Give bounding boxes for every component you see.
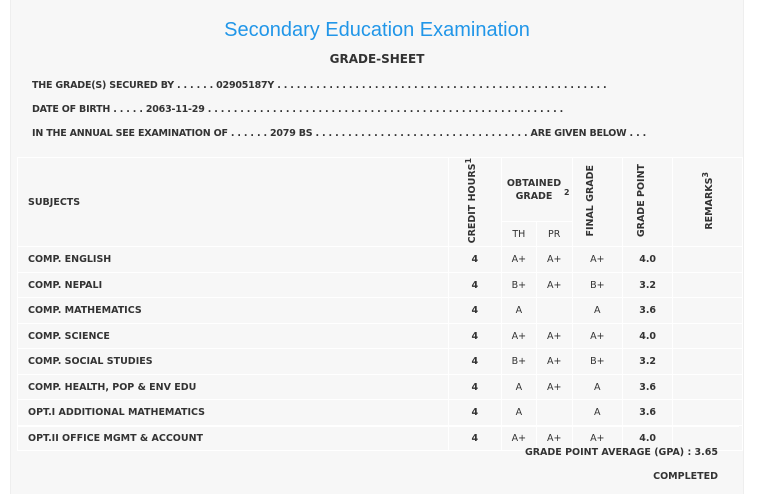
table-row: COMP. SOCIAL STUDIES 4 B+ A+ B+ 3.2 <box>17 348 743 375</box>
th-grade-cell: B+ <box>500 271 537 299</box>
final-grade-cell: B+ <box>571 348 623 375</box>
th-grade-cell: A <box>500 373 537 401</box>
gpa-text: GRADE POINT AVERAGE (GPA) : 3.65 <box>524 447 718 458</box>
col-credit-hours: CREDIT HOURS1 <box>447 156 502 248</box>
grade-point-cell: 4.0 <box>621 246 674 273</box>
status-text: COMPLETED <box>653 471 718 482</box>
table-row: COMP. HEALTH, POP & ENV EDU 4 A A+ A 3.6 <box>17 373 743 401</box>
pr-grade-cell <box>535 297 573 324</box>
final-grade-cell: A <box>571 373 623 401</box>
th-grade-cell: B+ <box>500 348 537 375</box>
credit-cell: 4 <box>447 271 502 299</box>
remarks-cell <box>672 348 743 375</box>
remarks-cell <box>672 373 743 401</box>
col-grade-point: GRADE POINT <box>621 156 674 248</box>
page-title: Secondary Education Examination <box>224 19 530 41</box>
th-grade-cell: A+ <box>500 424 537 452</box>
th-grade-cell: A <box>500 399 537 426</box>
table-row: OPT.II OFFICE MGMT & ACCOUNT 4 A+ A+ A+ 4.0 <box>17 424 743 452</box>
page-subtitle: GRADE-SHEET <box>329 52 425 66</box>
remarks-cell <box>672 322 743 350</box>
grade-sheet-panel: Secondary Education Examination GRADE-SH… <box>10 0 744 494</box>
dob-line: DATE OF BIRTH . . . . . 2063-11-29 . . .… <box>32 104 563 115</box>
th-grade-cell: A+ <box>500 246 537 273</box>
credit-cell: 4 <box>447 424 502 452</box>
subject-cell: COMP. SCIENCE <box>17 322 449 350</box>
col-obtained-grade: OBTAINED GRADE 2 <box>500 156 573 223</box>
grade-point-cell: 4.0 <box>621 424 674 452</box>
credit-cell: 4 <box>447 322 502 350</box>
remarks-cell <box>672 297 743 324</box>
grade-point-cell: 3.2 <box>621 348 674 375</box>
table-row: COMP. ENGLISH 4 A+ A+ A+ 4.0 <box>17 246 743 273</box>
subject-cell: COMP. ENGLISH <box>17 246 449 273</box>
pr-grade-cell: A+ <box>535 424 573 452</box>
remarks-cell <box>672 246 743 273</box>
pr-grade-cell: A+ <box>535 348 573 375</box>
subject-cell: COMP. HEALTH, POP & ENV EDU <box>17 373 449 401</box>
table-row: COMP. MATHEMATICS 4 A A 3.6 <box>17 297 743 324</box>
grade-point-cell: 3.6 <box>621 373 674 401</box>
col-final-grade: FINAL GRADE <box>571 156 623 248</box>
remarks-cell <box>672 424 743 452</box>
table-row: COMP. SCIENCE 4 A+ A+ A+ 4.0 <box>17 322 743 350</box>
secured-by-line: THE GRADE(S) SECURED BY . . . . . . 0290… <box>32 80 607 91</box>
credit-cell: 4 <box>447 373 502 401</box>
final-grade-cell: A <box>571 399 623 426</box>
subject-cell: COMP. NEPALI <box>17 271 449 299</box>
grade-point-cell: 3.6 <box>621 399 674 426</box>
pr-grade-cell <box>535 399 573 426</box>
th-grade-cell: A+ <box>500 322 537 350</box>
subject-cell: COMP. SOCIAL STUDIES <box>17 348 449 375</box>
table-row: OPT.I ADDITIONAL MATHEMATICS 4 A A 3.6 <box>17 399 743 426</box>
col-pr: PR <box>535 221 573 248</box>
subject-cell: OPT.II OFFICE MGMT & ACCOUNT <box>17 424 449 452</box>
table-row: COMP. NEPALI 4 B+ A+ B+ 3.2 <box>17 271 743 299</box>
grade-point-cell: 3.6 <box>621 297 674 324</box>
exam-line: IN THE ANNUAL SEE EXAMINATION OF . . . .… <box>32 128 646 139</box>
th-grade-cell: A <box>500 297 537 324</box>
pr-grade-cell: A+ <box>535 322 573 350</box>
grades-table: SUBJECTS CREDIT HOURS1 OBTAINED GRADE 2 F… <box>17 156 743 452</box>
remarks-cell <box>672 399 743 426</box>
final-grade-cell: A <box>571 297 623 324</box>
divider <box>17 426 739 427</box>
grade-point-cell: 3.2 <box>621 271 674 299</box>
remarks-cell <box>672 271 743 299</box>
pr-grade-cell: A+ <box>535 271 573 299</box>
final-grade-cell: A+ <box>571 424 623 452</box>
subject-cell: COMP. MATHEMATICS <box>17 297 449 324</box>
col-subjects: SUBJECTS <box>17 156 449 248</box>
subject-cell: OPT.I ADDITIONAL MATHEMATICS <box>17 399 449 426</box>
final-grade-cell: A+ <box>571 322 623 350</box>
col-remarks: REMARKS3 <box>672 156 743 248</box>
credit-cell: 4 <box>447 399 502 426</box>
final-grade-cell: B+ <box>571 271 623 299</box>
col-th: TH <box>500 221 537 248</box>
grade-point-cell: 4.0 <box>621 322 674 350</box>
pr-grade-cell: A+ <box>535 246 573 273</box>
credit-cell: 4 <box>447 348 502 375</box>
pr-grade-cell: A+ <box>535 373 573 401</box>
credit-cell: 4 <box>447 246 502 273</box>
credit-cell: 4 <box>447 297 502 324</box>
final-grade-cell: A+ <box>571 246 623 273</box>
